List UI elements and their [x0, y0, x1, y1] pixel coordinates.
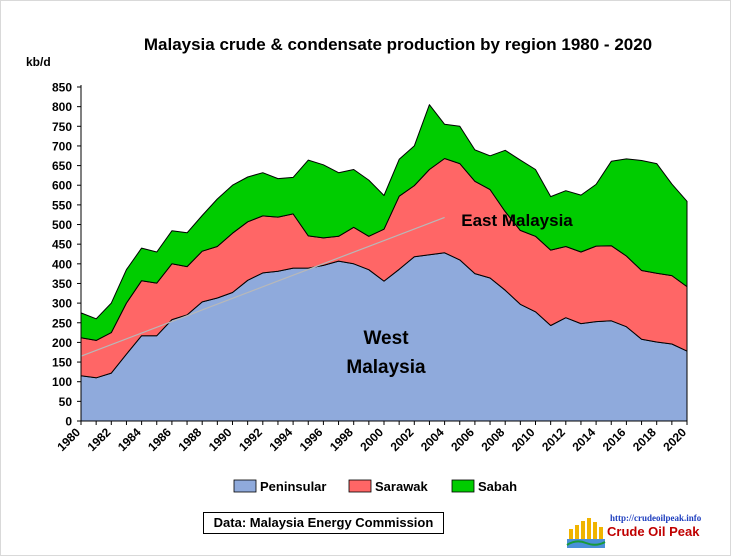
y-tick-label: 750	[52, 120, 72, 134]
y-tick-labels: 0 50 100 150 200 250 300 350 400 450 500 550 600 650 7…	[52, 81, 81, 429]
y-tick-label: 0	[65, 415, 72, 429]
y-tick-label: 450	[52, 238, 72, 252]
x-tick-label: 2002	[388, 425, 417, 454]
x-tick-label: 1990	[206, 425, 235, 454]
annotation-west: West	[363, 328, 409, 349]
legend-label-peninsular: Peninsular	[260, 479, 326, 494]
y-tick-label: 800	[52, 100, 72, 114]
y-tick-label: 650	[52, 159, 72, 173]
annotation-east-malaysia: East Malaysia	[461, 211, 573, 230]
x-tick-label: 2014	[569, 425, 598, 454]
y-tick-label: 700	[52, 139, 72, 153]
trend-line	[80, 216, 445, 357]
x-tick-label: 2004	[418, 425, 447, 454]
y-tick-label: 350	[52, 277, 72, 291]
y-tick-label: 250	[52, 316, 72, 330]
x-tick-label: 1986	[145, 425, 174, 454]
y-tick-label: 150	[52, 356, 72, 370]
legend-swatch-sabah	[451, 479, 475, 493]
x-tick-label: 1982	[85, 425, 114, 454]
x-tick-label: 1984	[115, 425, 144, 454]
y-axis-label: kb/d	[26, 55, 51, 69]
y-tick-label: 200	[52, 336, 72, 350]
y-tick-label: 50	[59, 395, 73, 409]
oil-derrick-icon	[566, 518, 606, 548]
logo-url[interactable]: http://crudeoilpeak.info	[610, 513, 702, 523]
legend-swatch-sarawak	[348, 479, 372, 493]
x-tick-labels: 1980 1982 1984 1986 1988 1990 1992 1994 1996 1998…	[54, 421, 689, 454]
y-tick-label: 850	[52, 81, 72, 95]
x-tick-label: 2012	[539, 425, 568, 454]
crude-oil-peak-logo[interactable]: http://crudeoilpeak.info Crude Oil Peak	[566, 513, 716, 551]
x-tick-label: 2020	[660, 425, 689, 454]
area-sabah	[80, 104, 688, 341]
x-tick-label: 2008	[479, 425, 508, 454]
legend-swatch-peninsular	[233, 479, 257, 493]
y-tick-label: 550	[52, 198, 72, 212]
x-tick-label: 1994	[266, 425, 295, 454]
legend: Peninsular Sarawak Sabah	[233, 479, 517, 494]
x-tick-label: 1992	[236, 425, 265, 454]
x-tick-label: 1980	[54, 425, 83, 454]
legend-label-sabah: Sabah	[478, 479, 517, 494]
y-tick-label: 500	[52, 218, 72, 232]
y-tick-label: 300	[52, 297, 72, 311]
y-tick-label: 400	[52, 257, 72, 271]
x-tick-label: 1996	[297, 425, 326, 454]
y-tick-label: 600	[52, 179, 72, 193]
y-tick-label: 100	[52, 375, 72, 389]
x-tick-label: 2016	[600, 425, 629, 454]
areas-layer	[80, 104, 688, 422]
x-tick-label: 1988	[176, 425, 205, 454]
legend-label-sarawak: Sarawak	[375, 479, 429, 494]
x-tick-label: 2000	[357, 425, 386, 454]
x-tick-label: 1998	[327, 425, 356, 454]
chart-title: Malaysia crude & condensate production b…	[144, 35, 652, 54]
x-tick-label: 2006	[448, 425, 477, 454]
data-source-note: Data: Malaysia Energy Commission	[203, 512, 444, 534]
x-tick-label: 2010	[509, 425, 538, 454]
annotation-malaysia: Malaysia	[346, 357, 426, 378]
logo-name: Crude Oil Peak	[607, 524, 700, 539]
x-tick-label: 2018	[630, 425, 659, 454]
